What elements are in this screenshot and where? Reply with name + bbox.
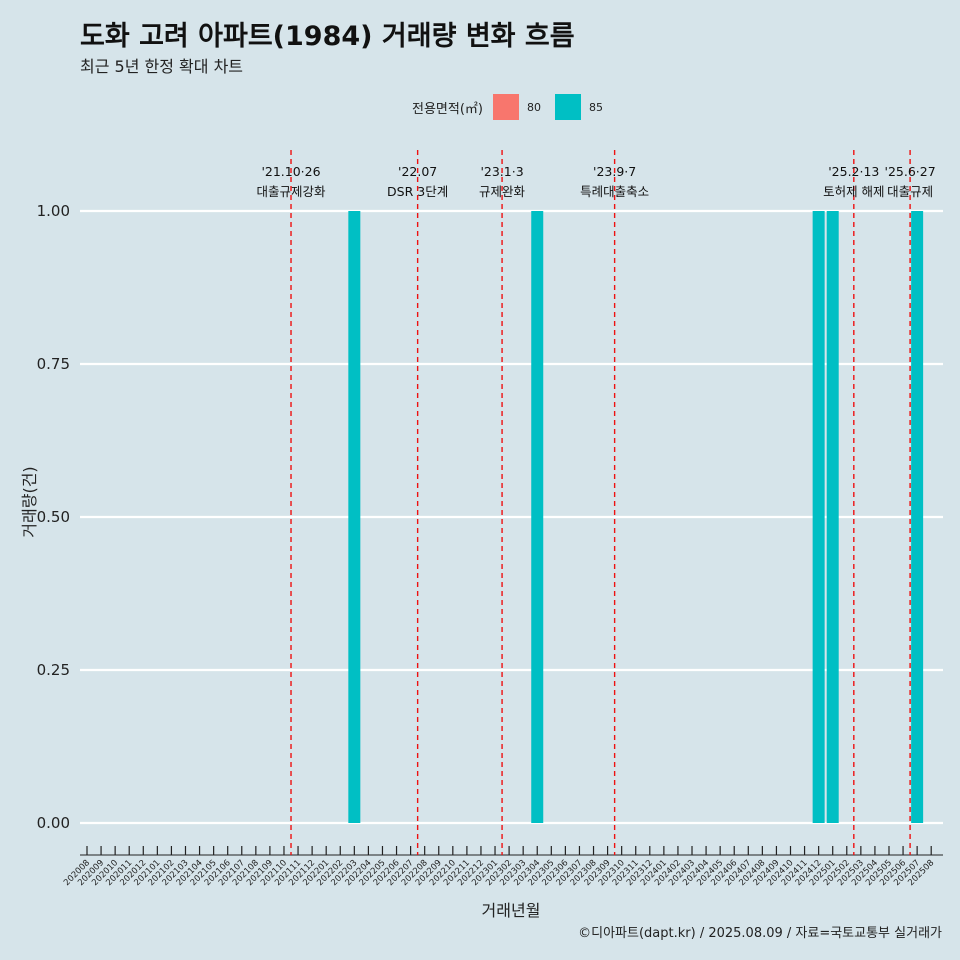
event-label-date: '25.2·13 [828,164,879,179]
event-label-date: '23.1·3 [480,164,523,179]
bar-85-202501 [826,211,839,823]
y-tick-label: 0.50 [37,508,70,526]
event-label-desc: 대출규제 [887,184,933,199]
y-tick-label: 0.00 [37,814,70,832]
y-axis-title: 거래량(건) [20,466,39,538]
legend-swatch-85 [554,94,581,120]
event-label-desc: 특례대출축소 [580,184,649,199]
bar-85-202412 [812,211,825,823]
legend-swatch-80 [492,94,519,120]
event-label-date: '23.9·7 [593,164,636,179]
x-axis-title: 거래년월 [481,901,541,920]
source-caption: ©디아파트(dapt.kr) / 2025.08.09 / 자료=국토교통부 실… [578,926,942,941]
legend-title: 전용면적(㎡) [412,101,483,117]
y-tick-label: 1.00 [37,202,70,220]
y-tick-label: 0.25 [37,661,70,679]
legend-label-80: 80 [526,100,541,114]
y-tick-label: 0.75 [37,355,70,373]
chart-subtitle: 최근 5년 한정 확대 차트 [80,57,244,76]
event-label-desc: 대출규제강화 [257,184,327,199]
bar-85-202304 [531,211,544,823]
chart-title: 도화 고려 아파트(1984) 거래량 변화 흐름 [80,21,575,52]
legend: 전용면적(㎡) 80 85 [412,93,617,121]
event-label-desc: 토허제 해제 [823,184,884,199]
bar-85-202203 [348,211,361,823]
legend-label-85: 85 [588,100,603,114]
event-label-desc: 규제완화 [479,184,526,199]
event-label-desc: DSR 3단계 [387,184,448,199]
event-label-date: '21.10·26 [261,164,320,179]
event-label-date: '22.07 [398,164,437,179]
event-label-date: '25.6·27 [885,164,936,179]
bar-85-202507 [911,211,924,823]
